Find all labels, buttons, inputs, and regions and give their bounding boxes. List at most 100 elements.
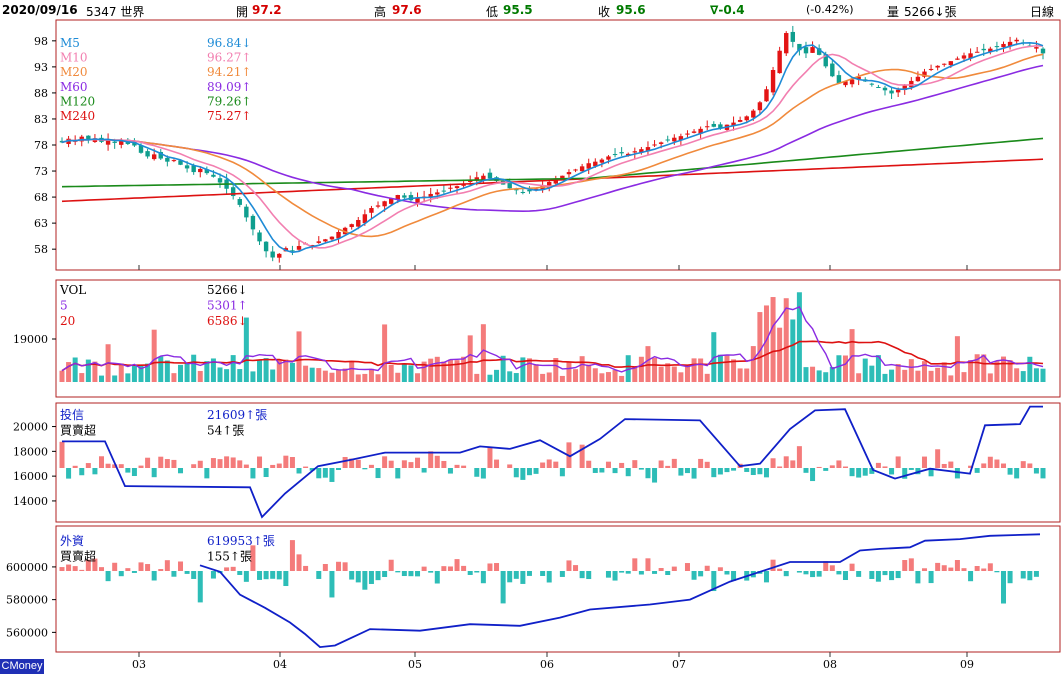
foreign-bar xyxy=(171,571,177,577)
volume-bar xyxy=(974,354,980,382)
volume-bar xyxy=(987,373,993,382)
volume-bar xyxy=(948,375,954,382)
candle-body xyxy=(468,180,473,182)
volume-bar xyxy=(902,369,908,382)
candle xyxy=(737,116,743,123)
vol-legend-value-1: 5301↑ xyxy=(207,299,248,313)
foreign-bar xyxy=(507,571,513,583)
candle-body xyxy=(356,220,361,227)
candle-body xyxy=(138,145,144,153)
foreign-bar xyxy=(645,558,651,571)
trust-bar xyxy=(309,468,315,471)
trust-bar xyxy=(72,465,78,468)
price-tick-5: 83 xyxy=(34,113,48,126)
trust-bar xyxy=(717,468,723,475)
ma-legend-value-4: 79.26↑ xyxy=(207,94,251,108)
foreign-bar xyxy=(197,571,203,603)
trust-bar xyxy=(546,459,552,468)
trust-bar xyxy=(935,449,941,468)
volume-bar xyxy=(842,355,848,382)
trust-bar xyxy=(520,468,526,480)
foreign-bar xyxy=(573,565,579,571)
foreign-bar xyxy=(263,571,269,580)
volume-bar xyxy=(645,346,651,382)
foreign-bar xyxy=(632,558,638,571)
volume-bar xyxy=(336,369,342,382)
candle-body xyxy=(974,51,980,53)
candle-body xyxy=(586,163,591,169)
volume-bar xyxy=(671,366,677,382)
price-tick-6: 88 xyxy=(34,87,48,100)
candle xyxy=(731,116,736,131)
month-label-5: 08 xyxy=(823,658,837,671)
trust-bar xyxy=(1000,463,1006,468)
candle-body xyxy=(895,89,901,93)
trust-bar xyxy=(533,468,539,474)
trust-bar xyxy=(757,468,763,475)
trust-bar xyxy=(724,468,730,473)
volume-bar xyxy=(204,361,210,382)
candle xyxy=(277,253,282,263)
candle xyxy=(158,149,163,161)
high-label: 高 xyxy=(374,5,387,19)
foreign-bar xyxy=(875,571,881,582)
trust-bar xyxy=(487,447,493,468)
trust-bar xyxy=(645,468,651,479)
candle-body xyxy=(612,154,618,156)
volume-bar xyxy=(526,358,532,382)
candle-body xyxy=(481,175,486,181)
vol-legend-name-1: 5 xyxy=(60,299,68,313)
foreign-bar xyxy=(658,568,664,571)
candle-body xyxy=(731,122,736,126)
volume-bar xyxy=(401,364,407,382)
trust-bar xyxy=(322,468,328,478)
foreign-tick-2: 600000 xyxy=(6,561,48,574)
volume-bar xyxy=(243,317,249,382)
trust-bar xyxy=(237,460,243,468)
volume-bar xyxy=(441,361,447,382)
trust-bar xyxy=(289,457,295,468)
trust-bar xyxy=(1007,468,1013,475)
volume-bar xyxy=(750,346,756,382)
volume-bar xyxy=(816,370,822,382)
candle-body xyxy=(678,136,684,141)
volume-bar xyxy=(698,358,704,382)
trust-bar xyxy=(684,468,690,474)
volume-bar xyxy=(658,366,664,382)
candle-body xyxy=(757,102,763,111)
trust-bar xyxy=(862,468,868,476)
candle-body xyxy=(889,90,894,94)
volume-bar xyxy=(599,373,605,382)
foreign-bar xyxy=(915,571,921,584)
stock-name: 5347 世界 xyxy=(86,5,145,19)
low-value: 95.5 xyxy=(503,3,533,17)
candle xyxy=(803,41,809,59)
foreign-bar xyxy=(684,563,690,571)
volume-bar xyxy=(72,357,78,382)
candle-body xyxy=(639,149,644,153)
candle xyxy=(1007,36,1013,50)
candle-body xyxy=(593,161,598,167)
quote-header: 2020/09/16 5347 世界 開 97.2 高 97.6 低 95.5 … xyxy=(0,0,1064,20)
trust-bar xyxy=(691,468,697,479)
trust-bar xyxy=(428,451,434,468)
candle-body xyxy=(935,65,940,68)
volume-bar xyxy=(592,368,598,382)
foreign-bar xyxy=(526,571,532,576)
trust-bar xyxy=(276,463,282,468)
trust-bar xyxy=(1027,463,1033,468)
trust-bar xyxy=(908,468,914,470)
candle-body xyxy=(553,178,558,184)
candle-body xyxy=(784,33,789,54)
foreign-bar xyxy=(276,571,282,580)
candle xyxy=(296,240,302,252)
trust-bar xyxy=(777,466,783,468)
candle xyxy=(487,168,493,180)
trust-bar xyxy=(678,468,684,476)
candle-body xyxy=(217,178,223,183)
foreign-bar xyxy=(421,566,427,571)
foreign-bar xyxy=(395,571,401,573)
panel-frame-0 xyxy=(55,19,1061,271)
trust-bar xyxy=(99,456,105,468)
